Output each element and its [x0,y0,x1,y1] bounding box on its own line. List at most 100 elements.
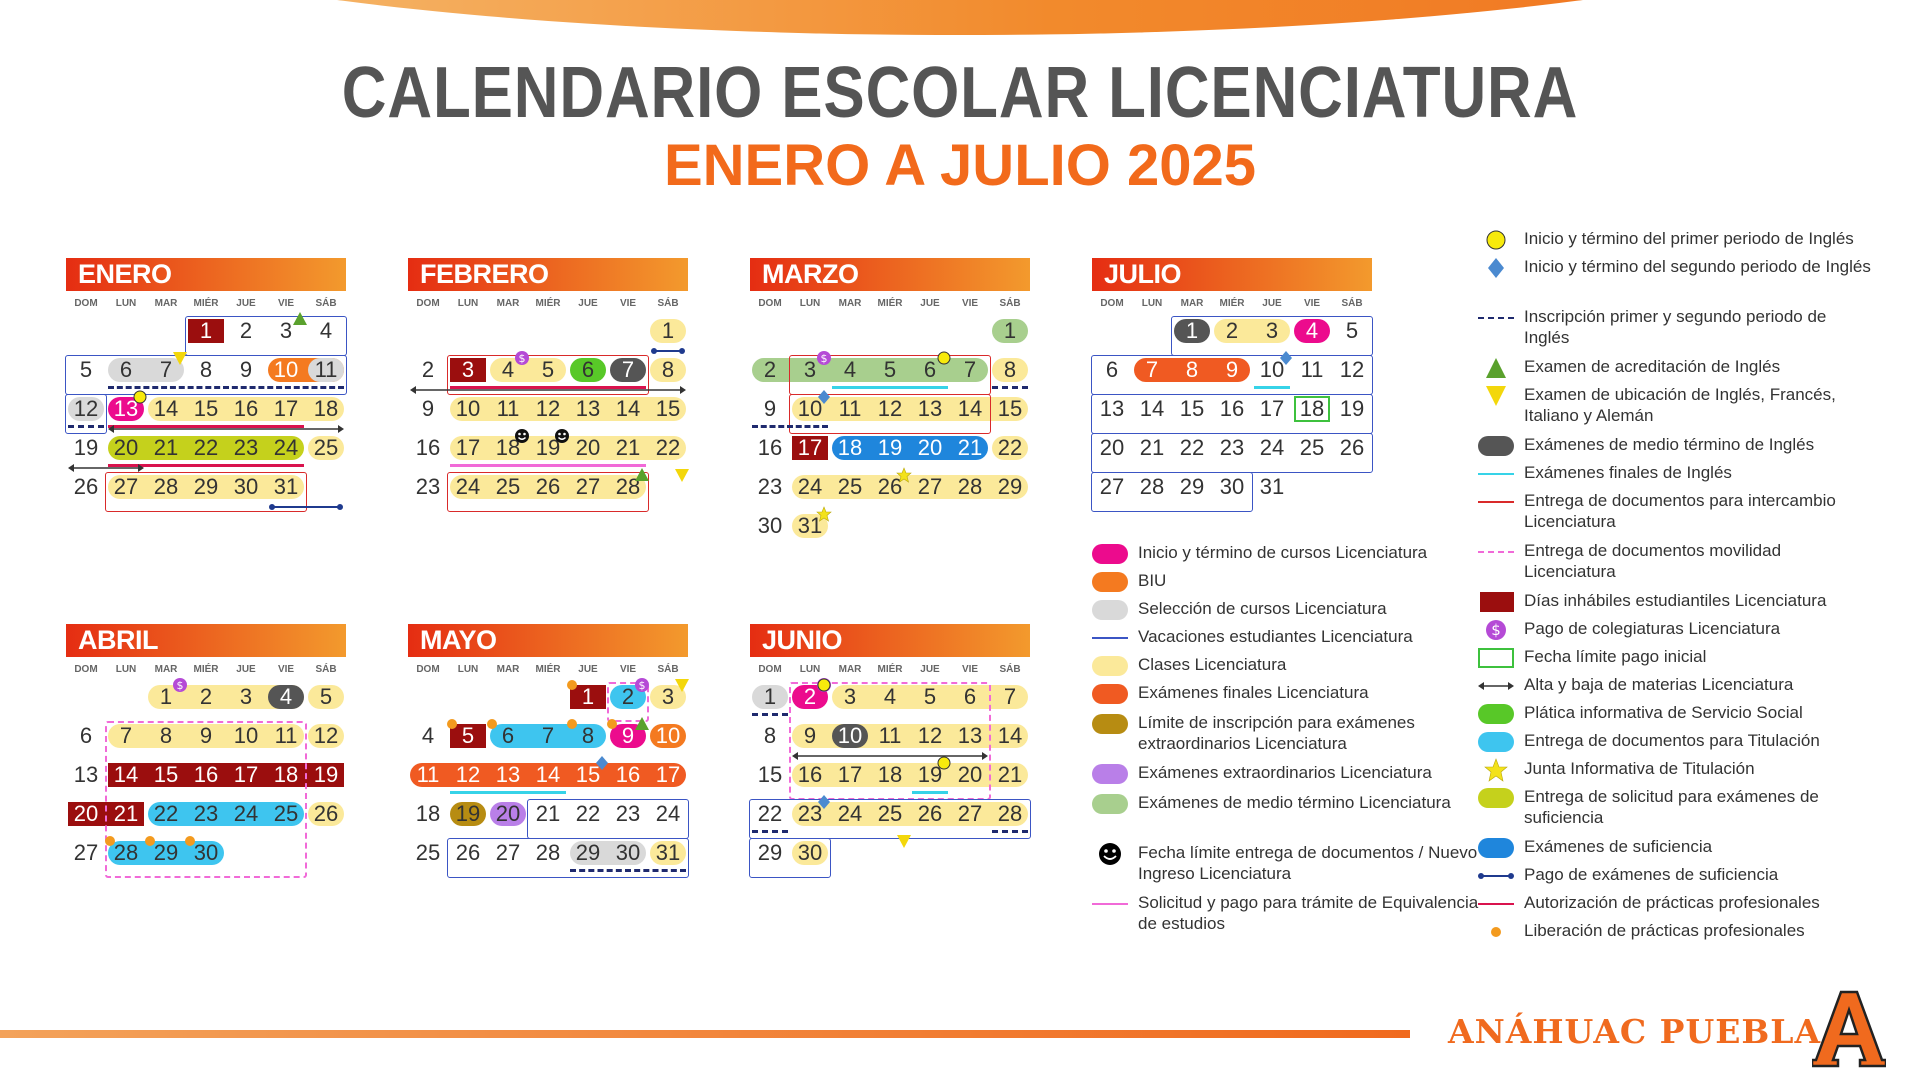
weekday-label: DOM [1100,298,1124,309]
day-cell: 20 [1099,435,1125,460]
footer-line [0,1030,1410,1038]
day-cell: 24 [797,474,823,499]
day-cell: 14 [997,723,1023,748]
day-cell: 15 [997,396,1023,421]
day-cell: 28 [153,474,179,499]
legend-label: Exámenes de suficiencia [1524,837,1713,856]
day-cell: 11 [1300,357,1324,382]
weekday-label: DOM [416,298,440,309]
highlight-pill [1214,319,1290,343]
day-cell: 15 [655,396,681,421]
day-cell: 18 [837,435,863,460]
day-cell: 21 [113,801,139,826]
legend-label: Selección de cursos Licenciatura [1138,599,1387,618]
highlight-pill [1134,358,1250,382]
day-cell: 23 [757,474,783,499]
legend-label: Inicio y término del segundo periodo de … [1524,257,1871,276]
top-banner [40,0,1880,35]
legend-label: Pago de colegiaturas Licenciatura [1524,619,1781,638]
arrow-icon [1476,674,1516,698]
dash-icon [1476,540,1516,564]
day-cell: 1 [1185,318,1199,343]
day-cell: 28 [615,474,641,499]
legend-label: Fecha límite pago inicial [1524,647,1707,666]
pill-icon [1090,792,1130,816]
weekday-label: LUN [457,298,479,309]
day-cell: 26 [73,474,99,499]
day-cell: 21 [615,435,641,460]
marker-icon [132,683,148,699]
highlight-pill [992,319,1028,343]
legend-right: Inicio y término del primer periodo de I… [1476,228,1896,948]
day-cell: 30 [1219,474,1245,499]
month-title: MAYO [408,624,688,657]
day-cell: 11 [496,396,520,421]
day-cell: 6 [501,723,515,748]
day-cell: 4 [501,357,515,382]
marker-icon [514,683,530,699]
weekday-label: SÁB [315,664,337,675]
day-cell: 23 [1219,435,1245,460]
marker-icon [172,317,188,333]
enrollment-dash [752,830,788,833]
day-cell: 29 [193,474,219,499]
day-cell: 13 [575,396,601,421]
marker-icon [594,317,610,333]
highlight-pill [650,358,686,382]
day-cell: 13 [1099,396,1125,421]
triangle-icon [635,468,649,481]
highlight-pill [148,802,304,826]
day-cell: 21 [153,435,179,460]
weekday-label: MAR [1180,298,1204,309]
highlight-pill [792,397,1028,421]
day-cell: 25 [273,801,299,826]
day-cell: 15 [153,762,179,787]
weekday-label: MIÉR [193,664,219,675]
weekday-label: DOM [758,664,782,675]
day-cell: 2 [763,357,777,382]
day-cell: 1 [199,318,213,343]
orange-dot-icon [567,680,577,690]
weekday-label: VIE [1303,298,1321,309]
weekday-label: LUN [1141,298,1163,309]
highlight-pill [410,763,686,787]
weekday-label: MAR [154,298,178,309]
diamond-icon [596,756,608,770]
pill-icon [1090,654,1130,678]
day-cell: 6 [923,357,937,382]
highlight-pill [650,724,686,748]
day-cell: 20 [917,435,943,460]
day-cell: 7 [119,723,133,748]
dollar-icon: $ [173,678,187,692]
weekday-label: LUN [799,664,821,675]
day-cell: 23 [193,801,219,826]
day-cell: 17 [655,762,681,787]
weekday-label: LUN [115,298,137,309]
marker-icon [896,317,912,333]
day-cell: 19 [455,801,481,826]
day-cell: 17 [455,435,481,460]
orange-dot-icon [185,836,195,846]
month-grid: 1 2 3 4 5 6 7 8 9 10 11 12 13 14 15 16 17 18 19 20 21 22 23 24 2… [408,678,689,883]
triangle-icon [1476,356,1516,380]
legend-label: Entrega de documentos para Titulación [1524,731,1820,750]
line-icon [1476,490,1516,514]
smiley-icon [1090,842,1130,866]
pill-icon [1090,570,1130,594]
highlight-pill [650,841,686,865]
day-cell: 6 [581,357,595,382]
svg-text:$: $ [821,352,828,365]
legend-label: Exámenes extraordinarios Licenciatura [1138,763,1432,782]
day-cell: 23 [797,801,823,826]
legend-label: BIU [1138,571,1167,590]
day-cell: 11 [274,723,298,748]
day-cell: 8 [581,723,595,748]
day-cell: 6 [1105,357,1119,382]
highlight-pill [450,436,686,460]
day-cell: 17 [837,762,863,787]
line-icon [1476,462,1516,486]
day-cell: 13 [73,762,99,787]
weekday-label: SÁB [657,298,679,309]
day-cell: 3 [461,357,475,382]
holiday-block [450,724,486,748]
